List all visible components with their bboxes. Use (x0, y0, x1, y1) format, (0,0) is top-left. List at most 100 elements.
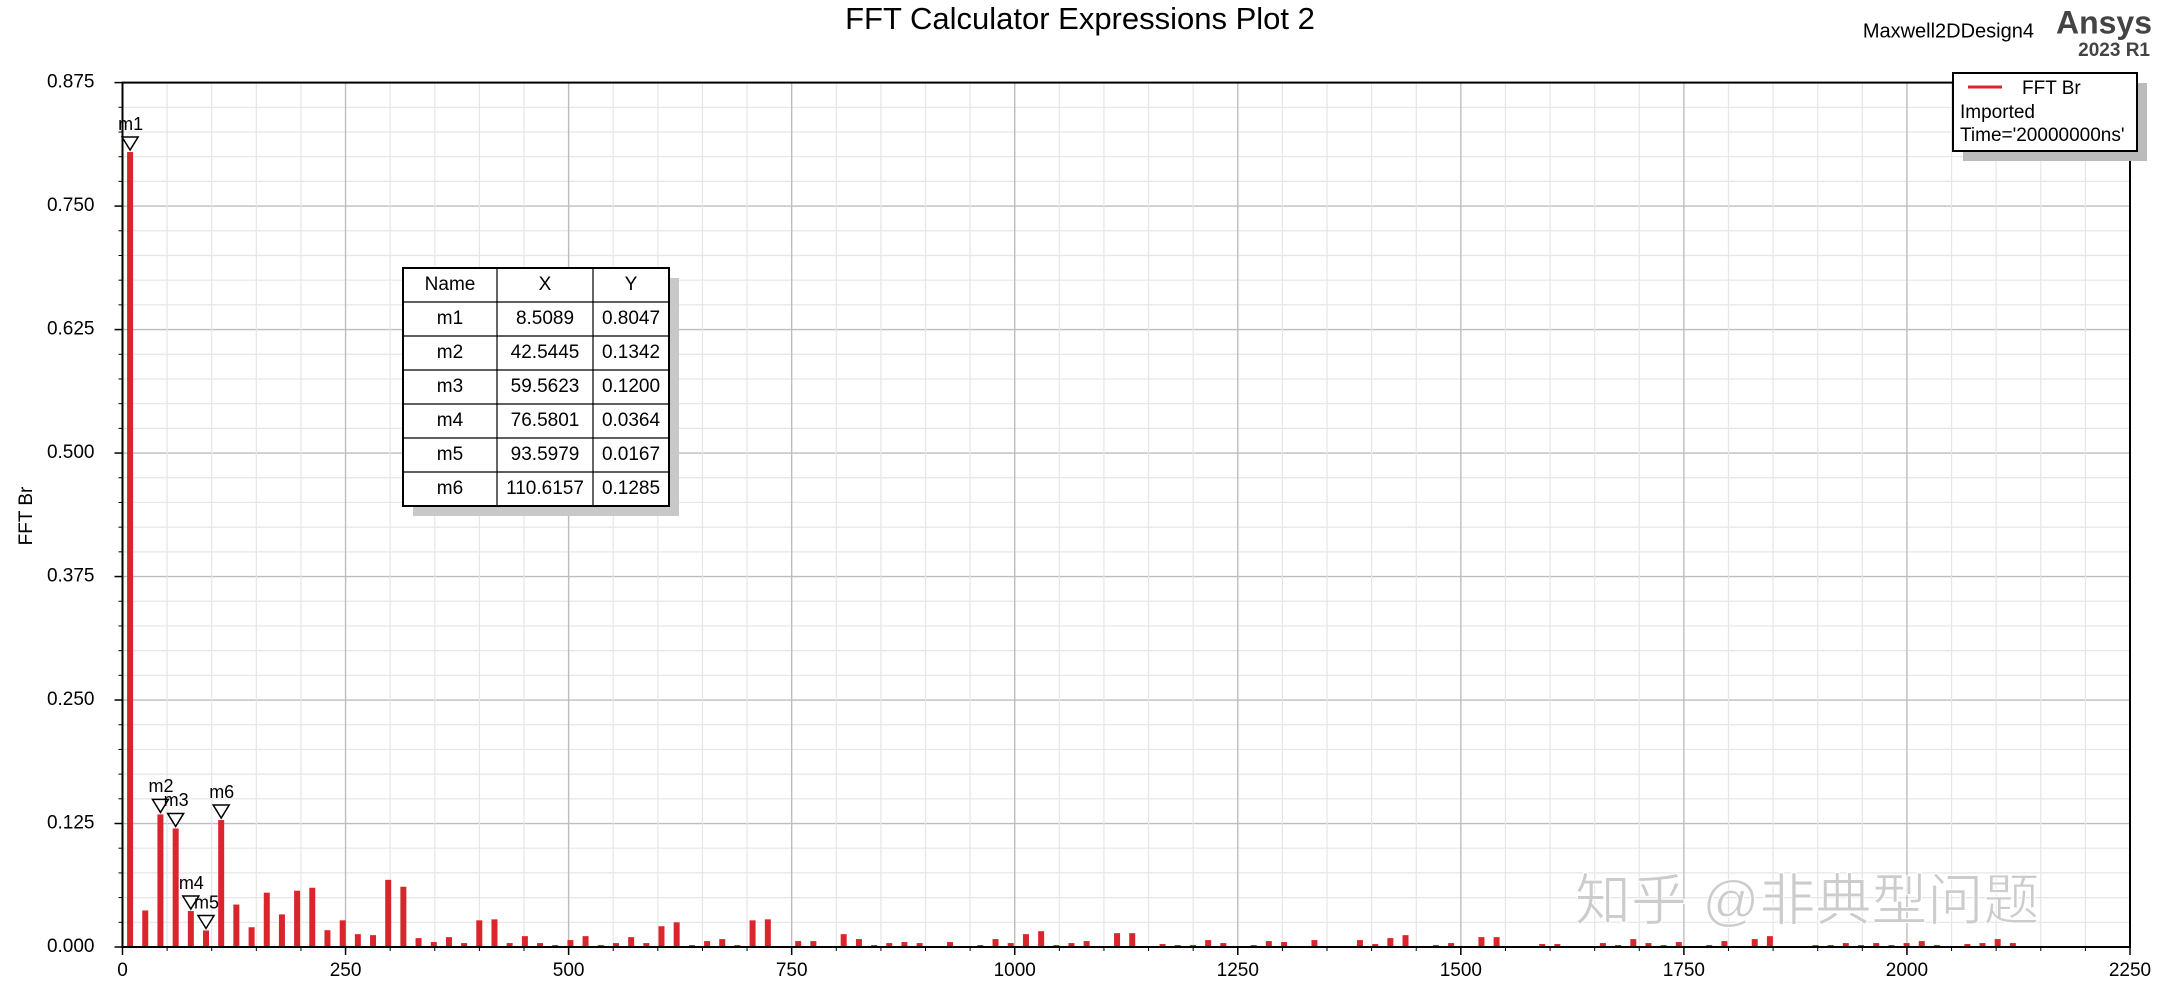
bar (1265, 941, 1272, 947)
table-box (402, 267, 670, 507)
marker-triangle (166, 812, 185, 828)
bar (233, 904, 240, 947)
bar (445, 937, 452, 947)
bar (1372, 944, 1379, 947)
bar (1387, 938, 1394, 947)
bar (567, 940, 574, 947)
bar (1539, 944, 1546, 947)
table-cell: 0.1342 (602, 342, 660, 363)
bar (1038, 931, 1045, 947)
bar (1083, 941, 1090, 947)
bar (1630, 939, 1637, 947)
bar (400, 886, 407, 947)
y-tick-label: 0.000 (47, 936, 95, 957)
bar (1964, 944, 1971, 947)
bar (1068, 943, 1075, 947)
bar (521, 936, 528, 947)
marker-label: m5 (194, 892, 219, 912)
marker-triangle (151, 798, 170, 814)
y-axis-label: FFT Br (16, 486, 37, 545)
table-cell: 0.0364 (602, 410, 661, 431)
bar (157, 814, 164, 947)
bar (1205, 940, 1212, 947)
bar (203, 930, 210, 947)
table-header: X (539, 274, 552, 295)
bar (886, 943, 893, 947)
bar (506, 943, 513, 947)
y-tick-label: 0.375 (47, 566, 95, 587)
bar (1220, 943, 1227, 947)
bar (1022, 934, 1029, 947)
bar (658, 926, 665, 947)
table-cell: 76.5801 (511, 410, 580, 431)
marker-label: m1 (118, 114, 143, 134)
legend-note: Time='20000000ns' (1960, 125, 2124, 146)
table-cell: 0.1285 (602, 478, 660, 499)
watermark: 知乎 @非典型问题 (1575, 869, 2039, 932)
bar (324, 930, 331, 947)
table-cell: 8.5089 (516, 308, 574, 329)
bar (2009, 943, 2016, 947)
bar (142, 910, 149, 947)
bar (1903, 943, 1910, 947)
bar (749, 920, 756, 947)
bar (1918, 941, 1925, 947)
x-tick-label: 0 (117, 960, 128, 981)
y-tick-label: 0.500 (47, 442, 95, 463)
marker-label: m4 (179, 873, 204, 893)
bar (673, 922, 680, 947)
table-cell: m3 (437, 376, 463, 397)
bar (1402, 935, 1409, 947)
table-cell: m5 (437, 444, 463, 465)
y-tick-label: 0.250 (47, 689, 95, 710)
bar (764, 919, 771, 947)
bar (916, 943, 923, 947)
bar (1448, 943, 1455, 947)
marker-label: m6 (209, 782, 234, 802)
marker-triangle (181, 895, 201, 911)
bar (354, 934, 361, 947)
bar (1129, 933, 1136, 947)
bar (1675, 942, 1682, 947)
table-cell: 42.5445 (511, 342, 580, 363)
bar (1994, 939, 2001, 947)
bar (901, 942, 908, 947)
table-cell: 0.8047 (602, 308, 660, 329)
legend-label: FFT Br (2022, 78, 2081, 99)
marker-label: m3 (164, 790, 189, 810)
bar (1766, 936, 1773, 947)
bar (1281, 942, 1288, 947)
bar (992, 939, 999, 947)
bar (719, 939, 726, 947)
table-cell: m2 (437, 342, 463, 363)
bar (1493, 937, 1500, 947)
marker-triangle (211, 804, 231, 820)
bar (1114, 933, 1121, 947)
bar (278, 914, 285, 947)
table-cell: m6 (437, 478, 463, 499)
bar (947, 942, 954, 947)
bar (1478, 937, 1485, 947)
marker-triangle (196, 914, 216, 930)
bar (127, 152, 134, 948)
table-cell: 59.5623 (511, 376, 580, 397)
y-tick-label: 0.625 (47, 319, 95, 340)
bar (430, 942, 437, 947)
y-tick-label: 0.875 (47, 72, 95, 93)
bar (628, 937, 635, 947)
bar (810, 941, 817, 947)
bar (840, 934, 847, 947)
bar (704, 941, 711, 947)
x-tick-label: 2000 (1886, 960, 1928, 981)
plot-frame (121, 81, 2131, 949)
x-tick-label: 1500 (1440, 960, 1482, 981)
bar (1554, 944, 1561, 947)
bar (1721, 941, 1728, 947)
bar (461, 943, 468, 947)
marker-label: m2 (148, 776, 173, 796)
bar (1979, 943, 1986, 947)
